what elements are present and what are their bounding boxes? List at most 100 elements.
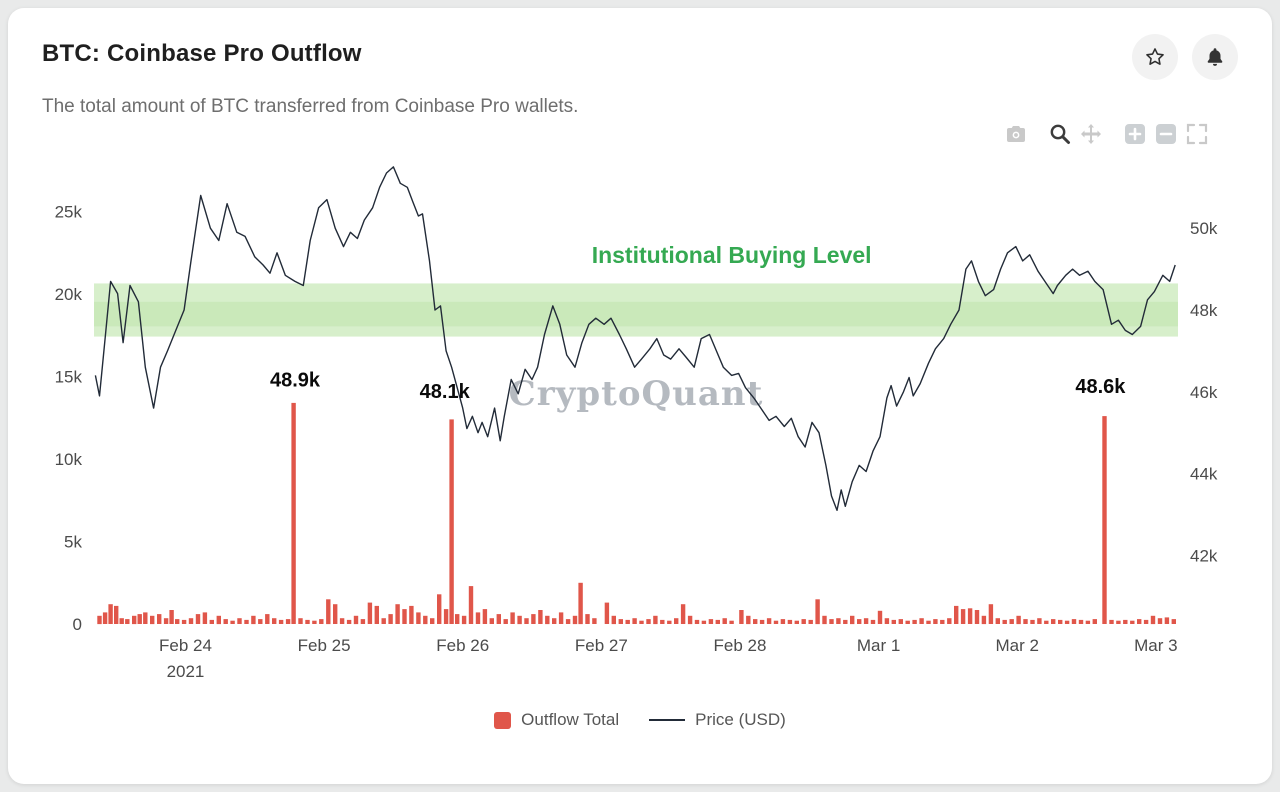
outflow-bar — [1150, 615, 1156, 625]
outflow-bar — [285, 619, 291, 624]
header: BTC: Coinbase Pro Outflow — [42, 34, 1238, 80]
zoom-in-button[interactable] — [1122, 121, 1148, 147]
outflow-bar — [687, 615, 693, 625]
left-axis-tick: 20k — [55, 285, 83, 304]
x-axis-tick: Feb 27 — [575, 636, 628, 655]
outflow-bar — [739, 610, 744, 624]
outflow-bar — [312, 620, 317, 624]
legend-price-label[interactable]: Price (USD) — [695, 710, 786, 729]
outflow-bar — [715, 619, 720, 624]
outflow-bar — [132, 615, 137, 625]
outflow-bar — [416, 612, 421, 624]
outflow-bar — [604, 602, 610, 624]
outflow-bar — [898, 619, 903, 624]
outflow-bar — [947, 618, 952, 624]
outflow-bar — [496, 614, 501, 624]
outflow-bar — [510, 612, 515, 624]
pan-arrows-icon — [1081, 124, 1101, 144]
outflow-bar — [1116, 620, 1121, 624]
outflow-bar — [1157, 618, 1163, 624]
outflow-bar — [209, 619, 214, 624]
outflow-bar — [188, 618, 194, 624]
outflow-bar — [891, 619, 896, 624]
outflow-bar — [572, 615, 578, 625]
outflow-bar — [278, 619, 284, 624]
outflow-bar — [877, 610, 883, 624]
outflow-bar — [475, 612, 481, 624]
outflow-bar — [857, 619, 862, 624]
outflow-bar — [926, 620, 931, 624]
x-axis-tick: Mar 1 — [857, 636, 900, 655]
institutional-band — [94, 283, 1178, 337]
outflow-bar — [1030, 619, 1035, 624]
outflow-bar — [618, 619, 623, 624]
zoom-out-button[interactable] — [1153, 121, 1179, 147]
outflow-bar — [646, 619, 651, 624]
outflow-bar — [884, 618, 890, 624]
outflow-bar — [808, 619, 813, 624]
outflow-bar — [1058, 619, 1063, 624]
right-axis-tick: 48k — [1190, 301, 1218, 320]
outflow-bar — [843, 619, 848, 624]
outflow-bar — [216, 615, 221, 625]
autoscale-button[interactable] — [1184, 121, 1210, 147]
legend-outflow-label[interactable]: Outflow Total — [521, 710, 620, 729]
outflow-bar — [423, 615, 428, 625]
outflow-bar — [1123, 619, 1128, 624]
outflow-bar — [954, 605, 959, 624]
header-actions — [1132, 34, 1238, 80]
outflow-bar — [960, 609, 966, 624]
pan-button[interactable] — [1078, 121, 1104, 147]
outflow-bar — [517, 615, 522, 625]
outflow-bar — [409, 605, 414, 624]
outflow-bar — [701, 620, 707, 624]
outflow-bar — [1130, 620, 1135, 624]
outflow-bar — [1164, 617, 1170, 624]
outflow-bar — [195, 614, 201, 624]
outflow-bar — [1137, 619, 1142, 624]
outflow-bar — [125, 619, 130, 624]
star-icon — [1146, 48, 1164, 65]
outflow-bar — [455, 614, 460, 624]
outflow-bar — [722, 618, 727, 624]
outflow-bar — [531, 614, 536, 624]
outflow-bar — [333, 604, 338, 624]
bell-icon — [1207, 48, 1223, 66]
outflow-bar — [244, 619, 249, 624]
outflow-bar — [503, 619, 508, 624]
outflow-bar — [1044, 620, 1049, 624]
outflow-bar — [794, 620, 799, 624]
x-axis-tick-year: 2021 — [167, 662, 205, 681]
outflow-bar — [912, 619, 917, 624]
left-axis-tick: 0 — [73, 615, 82, 634]
legend: Outflow Total Price (USD) — [42, 710, 1238, 730]
alert-button[interactable] — [1192, 34, 1238, 80]
outflow-bar — [291, 402, 296, 624]
outflow-bar — [169, 610, 174, 624]
outflow-bar — [102, 612, 108, 624]
price-line-swatch — [649, 719, 686, 721]
right-axis-tick: 46k — [1190, 383, 1218, 402]
outflow-bar — [933, 619, 938, 624]
outflow-bar — [367, 602, 373, 624]
download-plot-button[interactable] — [1003, 121, 1029, 147]
outflow-bar — [1085, 620, 1091, 624]
x-axis-tick: Mar 3 — [1134, 636, 1177, 655]
magnifier-icon — [1050, 124, 1070, 144]
left-axis-tick: 5k — [64, 533, 82, 552]
outflow-bar — [1051, 619, 1056, 624]
outflow-bar — [585, 614, 590, 624]
outflow-bar — [578, 582, 583, 625]
outflow-bar — [237, 618, 242, 624]
outflow-price-chart[interactable]: Institutional Buying Level CryptoQuant 48.… — [42, 148, 1238, 708]
zoom-button[interactable] — [1047, 121, 1073, 147]
minus-square-icon — [1156, 124, 1176, 144]
favorite-button[interactable] — [1132, 34, 1178, 80]
left-axis-tick: 10k — [55, 450, 83, 469]
outflow-bar — [829, 619, 834, 624]
outflow-bar — [787, 619, 793, 624]
outflow-bar — [552, 618, 557, 624]
outflow-bar — [326, 599, 331, 625]
outflow-bar — [815, 599, 820, 625]
outflow-bar — [482, 609, 488, 624]
